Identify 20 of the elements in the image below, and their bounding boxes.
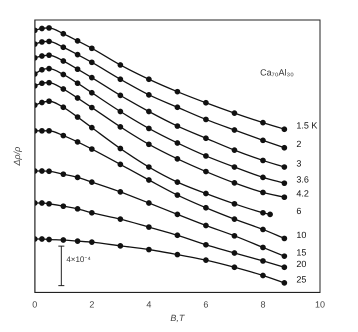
series-label: 3	[296, 158, 302, 169]
y-axis-title: Δρ/ρ	[12, 146, 22, 167]
x-tick-label: 6	[203, 299, 208, 310]
x-tick-label: 8	[260, 299, 266, 310]
annotation: Ca₇₀Al₃₀	[260, 68, 294, 78]
x-tick-label: 0	[32, 299, 38, 310]
series-label: 2	[296, 139, 302, 150]
text: 6	[296, 206, 302, 216]
series-label: 25	[296, 274, 306, 284]
x-axis-title: B,T	[170, 313, 186, 324]
series-label: 1.5 K	[296, 120, 318, 131]
x-tick-label: 10	[314, 299, 326, 310]
x-tick-label: 2	[89, 299, 94, 310]
annotation: 4×10⁻⁴	[66, 255, 92, 264]
x-tick-label: 4	[146, 299, 152, 310]
series-label: 3.6	[296, 174, 309, 185]
series-label: 4.2	[296, 188, 309, 199]
series-label: 10	[296, 230, 306, 240]
series-label: 15	[296, 248, 306, 258]
series-label: 20	[296, 258, 306, 269]
